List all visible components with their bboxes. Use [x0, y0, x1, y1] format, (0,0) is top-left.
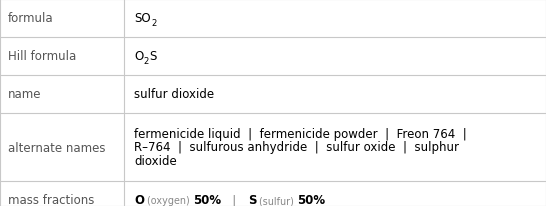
Text: S: S	[248, 194, 257, 206]
Text: 2: 2	[151, 19, 157, 28]
Text: name: name	[8, 88, 41, 101]
Text: R–764  |  sulfurous anhydride  |  sulfur oxide  |  sulphur: R–764 | sulfurous anhydride | sulfur oxi…	[134, 141, 460, 154]
Text: Hill formula: Hill formula	[8, 50, 76, 63]
Text: mass fractions: mass fractions	[8, 194, 94, 206]
Text: O: O	[134, 50, 144, 63]
Text: fermenicide liquid  |  fermenicide powder  |  Freon 764  |: fermenicide liquid | fermenicide powder …	[134, 127, 467, 140]
Text: 50%: 50%	[193, 194, 221, 206]
Text: O: O	[134, 194, 145, 206]
Text: |: |	[221, 194, 248, 206]
Text: 50%: 50%	[297, 194, 325, 206]
Text: 2: 2	[144, 57, 149, 66]
Text: sulfur dioxide: sulfur dioxide	[134, 88, 215, 101]
Text: alternate names: alternate names	[8, 141, 105, 154]
Text: SO: SO	[134, 12, 151, 25]
Text: (oxygen): (oxygen)	[145, 195, 193, 205]
Text: (sulfur): (sulfur)	[257, 195, 297, 205]
Text: formula: formula	[8, 12, 54, 25]
Text: S: S	[149, 50, 157, 63]
Text: dioxide: dioxide	[134, 154, 177, 167]
